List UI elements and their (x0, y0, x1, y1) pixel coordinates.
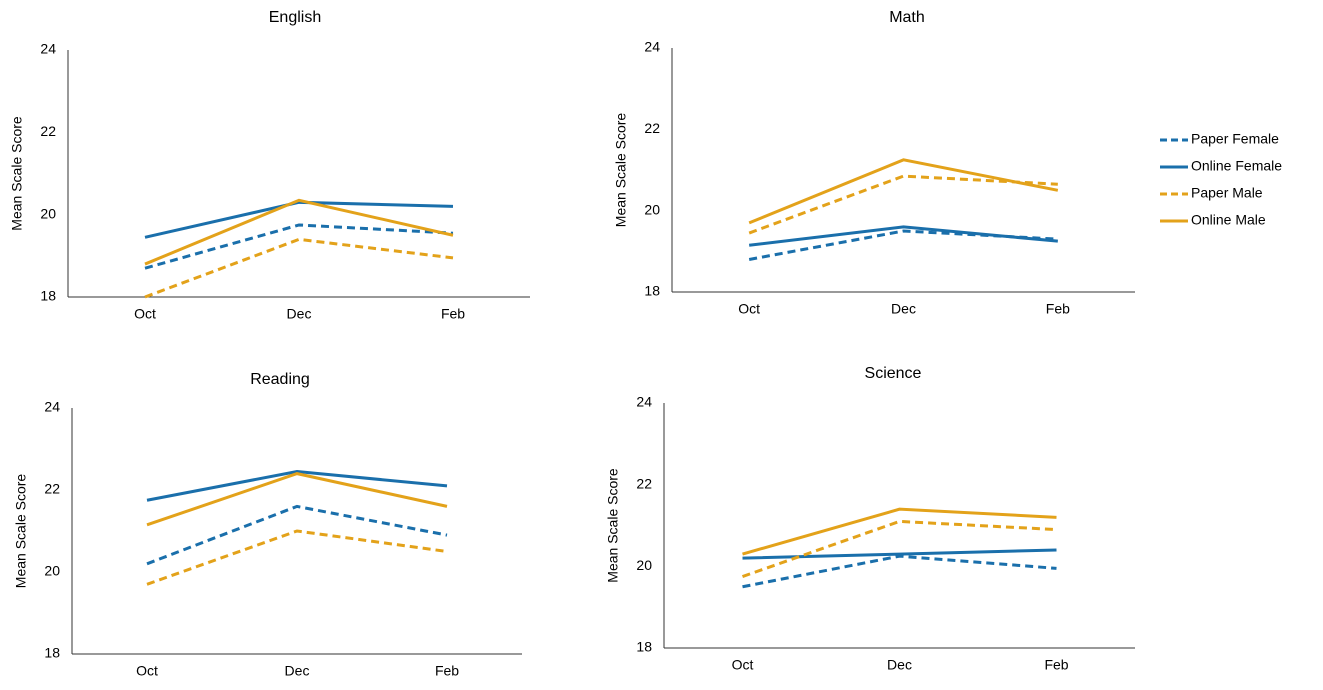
x-tick-label: Feb (435, 663, 459, 679)
x-tick-label: Feb (1044, 657, 1068, 673)
legend-label: Paper Male (1191, 185, 1263, 201)
chart-title: Reading (250, 371, 310, 388)
series-line (146, 470, 448, 502)
y-axis-label: Mean Scale Score (605, 468, 621, 583)
y-tick-label: 24 (40, 41, 56, 57)
series-line (146, 504, 448, 566)
x-tick-label: Feb (1046, 301, 1070, 317)
x-tick-label: Oct (134, 306, 156, 322)
x-tick-label: Dec (285, 663, 310, 679)
series-line (748, 229, 1058, 261)
x-tick-label: Oct (136, 663, 158, 679)
chart-title: Math (889, 9, 925, 26)
y-tick-label: 20 (644, 201, 660, 217)
y-tick-label: 22 (44, 481, 60, 497)
chart-title: Science (865, 365, 922, 382)
series-line (144, 198, 454, 266)
y-tick-label: 18 (636, 639, 652, 655)
legend-label: Online Female (1191, 158, 1282, 174)
y-tick-label: 18 (644, 283, 660, 299)
y-tick-label: 18 (40, 288, 56, 304)
x-tick-label: Feb (441, 306, 465, 322)
legend-label: Online Male (1191, 212, 1266, 228)
series-line (144, 237, 454, 299)
y-tick-label: 20 (44, 563, 60, 579)
series-line (742, 507, 1057, 556)
x-tick-label: Dec (891, 301, 916, 317)
y-tick-label: 24 (644, 39, 660, 55)
y-tick-label: 20 (636, 557, 652, 573)
y-tick-label: 22 (636, 475, 652, 491)
x-tick-label: Dec (287, 306, 312, 322)
legend-label: Paper Female (1191, 131, 1279, 147)
series-line (144, 200, 454, 239)
y-axis-label: Mean Scale Score (9, 116, 25, 231)
series-line (144, 223, 454, 270)
series-line (748, 158, 1059, 225)
y-tick-label: 24 (44, 399, 60, 415)
chart-title: English (269, 9, 321, 26)
x-tick-label: Dec (887, 657, 912, 673)
series-line (146, 529, 448, 586)
series-line (742, 554, 1057, 589)
series-line (748, 225, 1058, 247)
series-line (742, 519, 1057, 578)
y-tick-label: 20 (40, 205, 56, 221)
x-tick-label: Oct (738, 301, 760, 317)
y-axis-label: Mean Scale Score (613, 113, 629, 228)
y-tick-label: 18 (44, 645, 60, 661)
series-line (146, 472, 448, 527)
y-tick-label: 22 (644, 120, 660, 136)
x-tick-label: Oct (732, 657, 754, 673)
y-tick-label: 22 (40, 123, 56, 139)
y-axis-label: Mean Scale Score (13, 474, 29, 589)
y-tick-label: 24 (636, 394, 652, 410)
